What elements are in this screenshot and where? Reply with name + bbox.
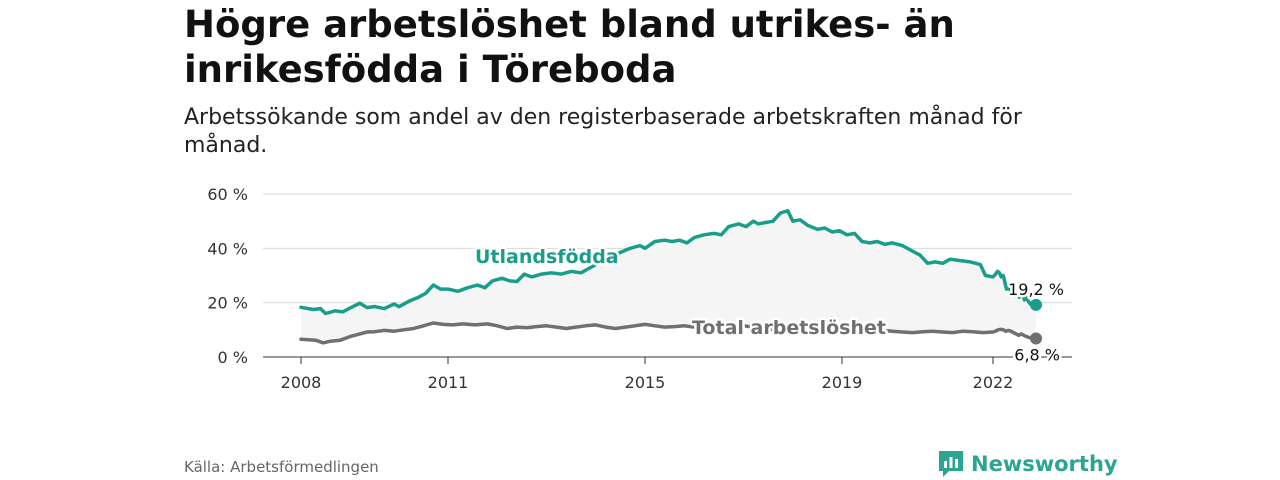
gap-area [301, 210, 1036, 343]
end-label-total-halo: 6,8 % [1014, 346, 1060, 365]
area-between-series [301, 210, 1036, 343]
y-tick-label: 60 % [207, 185, 248, 204]
end-label-utlandsfodda-halo: 19,2 % [1008, 280, 1064, 299]
series-label-total-halo: Total arbetslöshet [692, 317, 886, 339]
chart-title: Högre arbetslöshet bland utrikes- än inr… [184, 3, 955, 91]
source-note: Källa: Arbetsförmedlingen [184, 458, 379, 476]
newsworthy-logo-icon [939, 451, 963, 477]
x-tick-label: 2019 [822, 373, 863, 392]
x-tick-label: 2022 [973, 373, 1014, 392]
brand-name: Newsworthy [971, 452, 1118, 476]
chart-subtitle: Arbetssökande som andel av den registerb… [184, 105, 1022, 158]
y-axis-ticks: 0 % 20 % 40 % 60 % [207, 185, 248, 367]
end-label-total: 6,8 % [1014, 346, 1060, 365]
end-label-utlandsfodda: 19,2 % [1008, 280, 1064, 299]
x-tick-label: 2008 [281, 373, 322, 392]
total-end-marker [1030, 332, 1042, 345]
x-axis-ticks: 2008 2011 2015 2019 2022 [281, 357, 1014, 392]
series-lines [299, 209, 1042, 345]
y-tick-label: 0 % [218, 348, 248, 367]
y-tick-label: 20 % [207, 294, 248, 313]
x-tick-label: 2011 [428, 373, 469, 392]
utlandsfodda-end-marker [1030, 298, 1042, 311]
x-tick-label: 2015 [625, 373, 666, 392]
total-line [299, 321, 1038, 345]
series-label-total: Total arbetslöshet [692, 317, 886, 339]
utlandsfodda-line [299, 209, 1038, 316]
y-tick-label: 40 % [207, 239, 248, 258]
line-chart: 0 % 20 % 40 % 60 % 2008 2011 2015 2019 2022 Utl… [207, 185, 1072, 392]
newsworthy-logo: Newsworthy [937, 449, 1118, 479]
series-label-utlandsfodda: Utlandsfödda [475, 246, 619, 268]
series-label-utlandsfodda-halo: Utlandsfödda [475, 246, 619, 268]
